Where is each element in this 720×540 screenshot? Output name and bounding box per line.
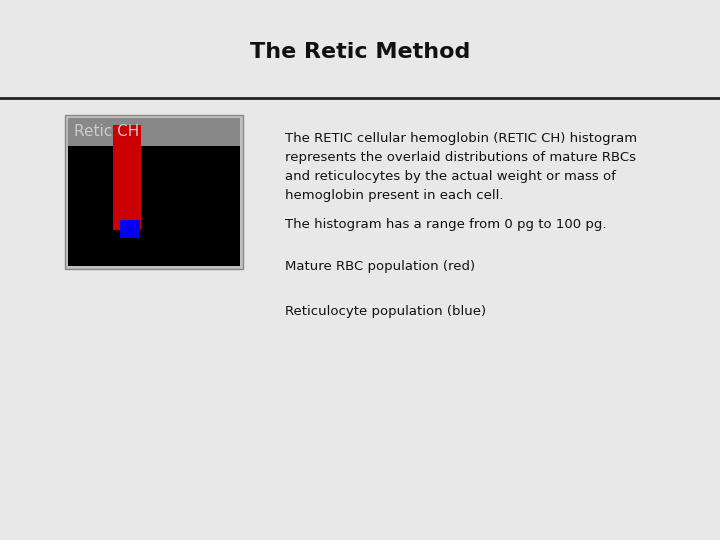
Bar [68,146,240,266]
Text: The RETIC cellular hemoglobin (RETIC CH) histogram
represents the overlaid distr: The RETIC cellular hemoglobin (RETIC CH)… [285,132,637,202]
Text: The Retic Method: The Retic Method [250,42,470,62]
Bar [120,220,140,238]
Text: The histogram has a range from 0 pg to 100 pg.: The histogram has a range from 0 pg to 1… [285,218,606,231]
Bar [68,118,240,146]
Text: Mature RBC population (red): Mature RBC population (red) [285,260,475,273]
Bar [65,115,243,269]
Bar [113,125,141,230]
Text: Retic CH: Retic CH [74,125,139,139]
Text: Reticulocyte population (blue): Reticulocyte population (blue) [285,305,486,318]
